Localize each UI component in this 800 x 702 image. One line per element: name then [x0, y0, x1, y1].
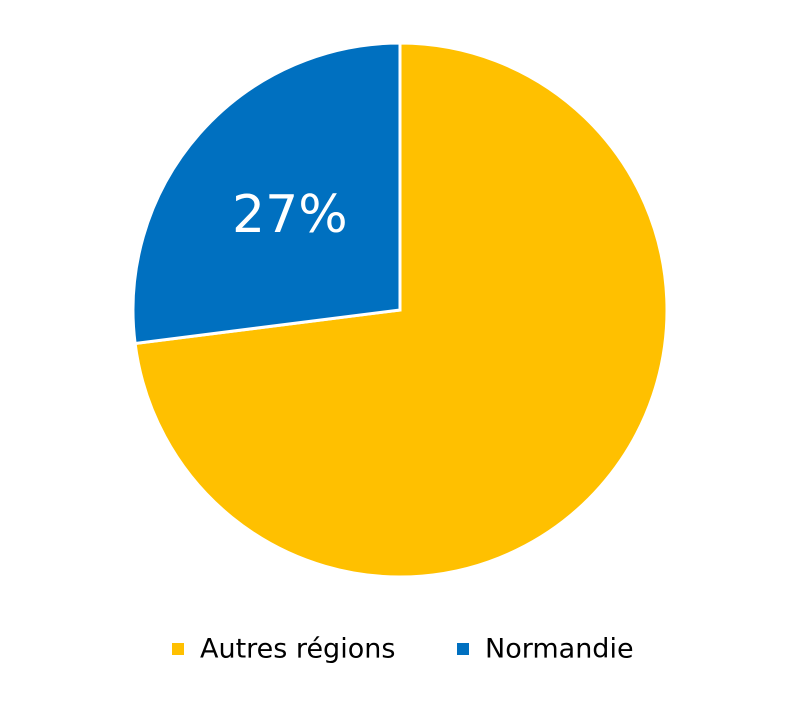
legend-swatch — [172, 643, 184, 655]
legend-label: Normandie — [485, 634, 634, 665]
legend-label: Autres régions — [200, 634, 395, 665]
pie-slice — [131, 41, 402, 346]
legend-swatch — [457, 643, 469, 655]
data-label: 27% — [232, 185, 348, 245]
